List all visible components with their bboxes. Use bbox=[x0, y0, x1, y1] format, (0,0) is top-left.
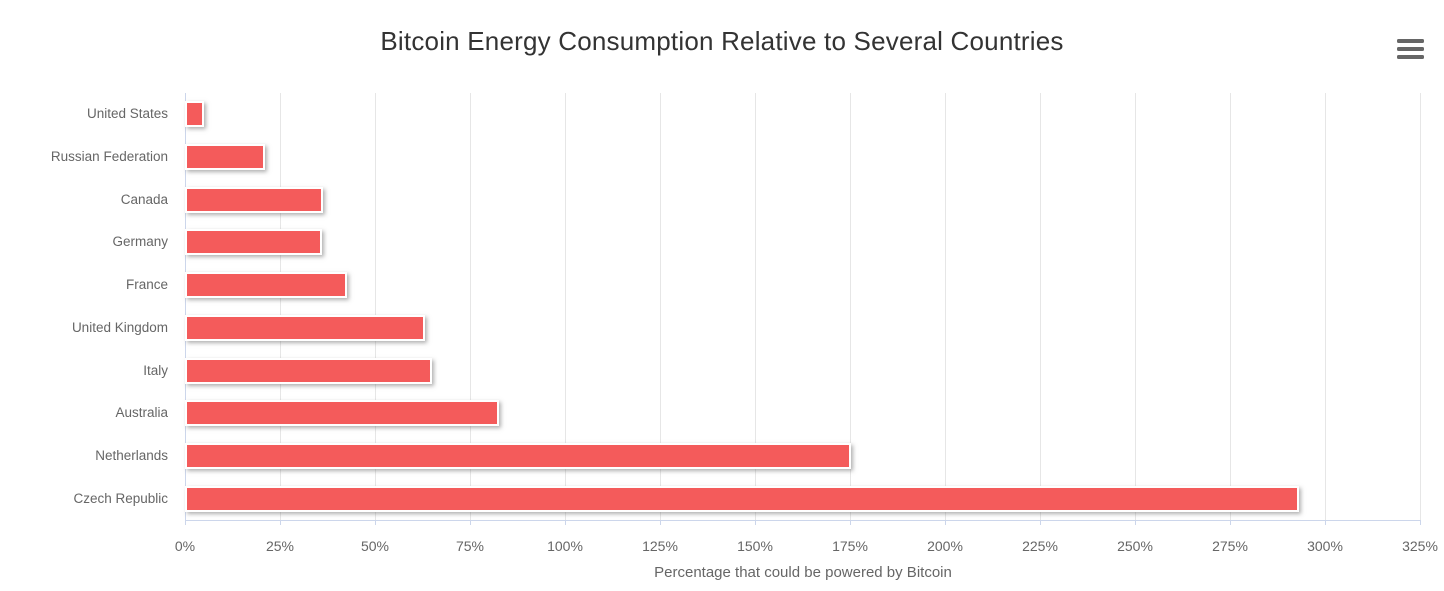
x-tick-label: 200% bbox=[927, 538, 963, 554]
bar-france[interactable] bbox=[185, 272, 348, 299]
x-tick-label: 25% bbox=[265, 538, 295, 554]
category-label: France bbox=[125, 277, 168, 293]
gridline bbox=[280, 93, 281, 520]
category-label: United Kingdom bbox=[71, 319, 168, 335]
gridline bbox=[565, 93, 566, 520]
category-label: Italy bbox=[143, 362, 168, 378]
hamburger-menu-icon[interactable] bbox=[1395, 35, 1427, 63]
gridline bbox=[470, 93, 471, 520]
bar-netherlands[interactable] bbox=[185, 442, 851, 469]
x-axis-tick bbox=[755, 520, 756, 525]
x-axis-tick bbox=[185, 520, 186, 525]
x-tick-label: 100% bbox=[547, 538, 583, 554]
x-axis-tick bbox=[945, 520, 946, 525]
bar-germany[interactable] bbox=[185, 229, 322, 256]
x-axis-tick bbox=[470, 520, 471, 525]
x-axis-tick bbox=[375, 520, 376, 525]
x-axis-tick bbox=[1040, 520, 1041, 525]
x-axis-tick bbox=[1420, 520, 1421, 525]
gridline bbox=[375, 93, 376, 520]
x-tick-label: 275% bbox=[1212, 538, 1248, 554]
x-tick-label: 75% bbox=[455, 538, 485, 554]
x-axis-tick bbox=[850, 520, 851, 525]
bar-czech-republic[interactable] bbox=[185, 485, 1299, 512]
gridline bbox=[755, 93, 756, 520]
gridline bbox=[1420, 93, 1421, 520]
x-tick-label: 300% bbox=[1307, 538, 1343, 554]
bar-italy[interactable] bbox=[185, 357, 433, 384]
category-label: Czech Republic bbox=[73, 490, 168, 506]
hamburger-bar bbox=[1397, 55, 1424, 59]
chart-title: Bitcoin Energy Consumption Relative to S… bbox=[380, 26, 1064, 56]
x-tick-label: 50% bbox=[360, 538, 390, 554]
x-tick-label: 325% bbox=[1402, 538, 1438, 554]
x-tick-label: 250% bbox=[1117, 538, 1153, 554]
hamburger-bar bbox=[1397, 39, 1424, 43]
x-tick-label: 0% bbox=[174, 538, 196, 554]
x-tick-label: 150% bbox=[737, 538, 773, 554]
bar-australia[interactable] bbox=[185, 400, 500, 427]
gridline bbox=[1135, 93, 1136, 520]
x-axis-tick bbox=[660, 520, 661, 525]
gridline bbox=[945, 93, 946, 520]
category-label: Australia bbox=[115, 405, 168, 421]
x-axis-tick bbox=[1325, 520, 1326, 525]
x-axis-tick bbox=[1230, 520, 1231, 525]
category-label: United States bbox=[86, 106, 168, 122]
bar-russian-federation[interactable] bbox=[185, 144, 265, 171]
y-axis-line bbox=[185, 93, 186, 520]
x-axis-title: Percentage that could be powered by Bitc… bbox=[654, 564, 952, 581]
gridline bbox=[1040, 93, 1041, 520]
bar-united-states[interactable] bbox=[185, 101, 204, 128]
x-tick-label: 125% bbox=[642, 538, 678, 554]
bar-united-kingdom[interactable] bbox=[185, 314, 425, 341]
gridline bbox=[1230, 93, 1231, 520]
x-axis-tick bbox=[280, 520, 281, 525]
x-tick-label: 225% bbox=[1022, 538, 1058, 554]
x-axis-line bbox=[185, 520, 1420, 521]
hamburger-bar bbox=[1397, 47, 1424, 51]
category-label: Russian Federation bbox=[50, 149, 168, 165]
x-axis-tick bbox=[1135, 520, 1136, 525]
gridline bbox=[660, 93, 661, 520]
gridline bbox=[850, 93, 851, 520]
category-label: Canada bbox=[120, 191, 168, 207]
gridline bbox=[1325, 93, 1326, 520]
category-label: Germany bbox=[112, 234, 168, 250]
x-axis-tick bbox=[565, 520, 566, 525]
x-tick-label: 175% bbox=[832, 538, 868, 554]
category-label: Netherlands bbox=[95, 447, 168, 463]
bar-canada[interactable] bbox=[185, 186, 323, 213]
